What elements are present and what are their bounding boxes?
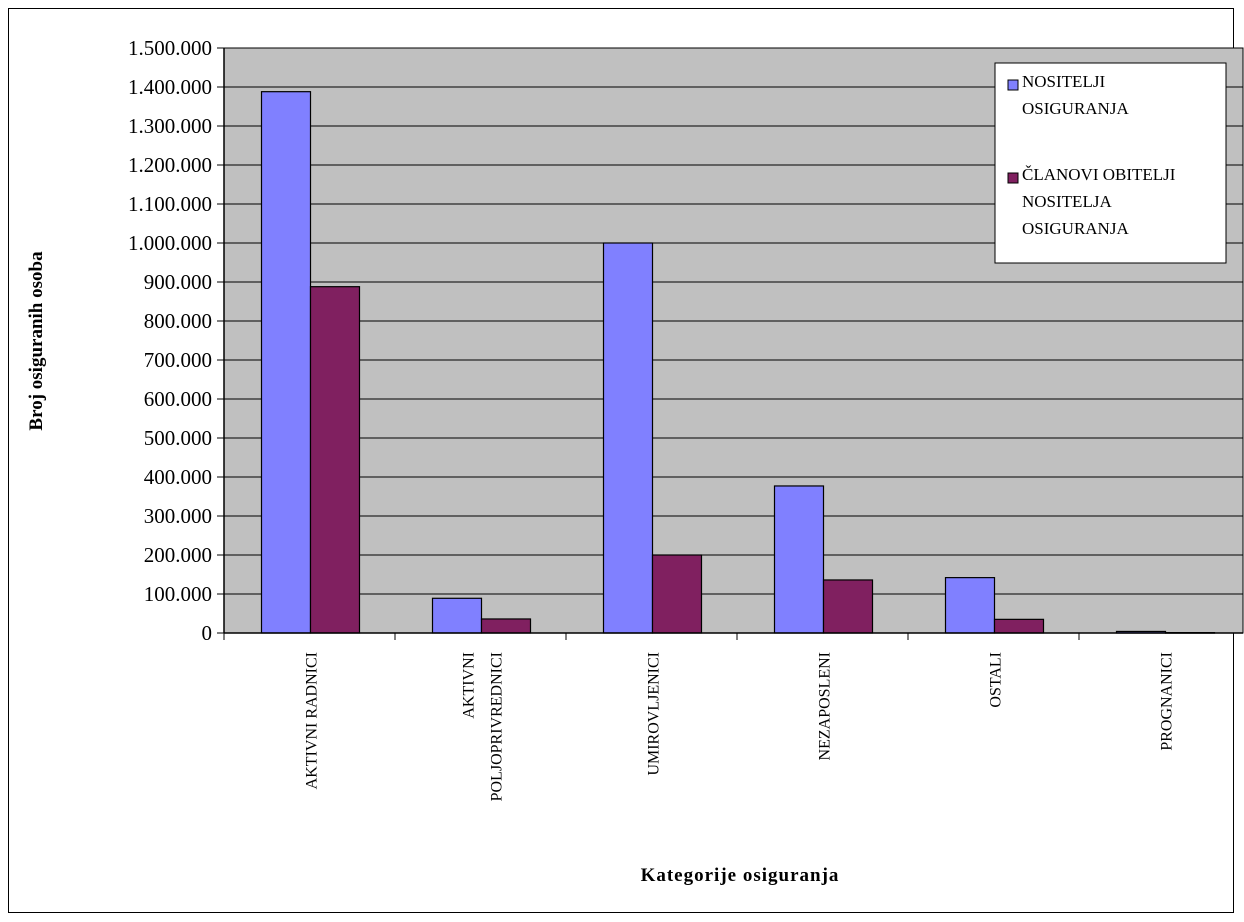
y-tick-label: 200.000: [144, 543, 212, 567]
y-tick-label: 1.300.000: [128, 114, 212, 138]
legend-label: NOSITELJI: [1022, 72, 1105, 91]
x-tick-label: NEZAPOSLENI: [817, 652, 834, 760]
y-tick-label: 600.000: [144, 387, 212, 411]
x-tick-label-line: OSTALI: [988, 652, 1005, 708]
y-tick-label: 1.400.000: [128, 75, 212, 99]
y-axis-title: Broj osiguranih osoba: [26, 251, 47, 431]
x-tick-label-line: AKTIVNI RADNICI: [304, 652, 321, 789]
x-tick-label-line: AKTIVNI: [461, 652, 478, 719]
y-tick-label: 500.000: [144, 426, 212, 450]
y-tick-label: 0: [202, 621, 213, 645]
axes: [217, 47, 1243, 640]
bar-nositelji-0: [260, 91, 312, 634]
y-tick-label: 900.000: [144, 270, 212, 294]
bar-clanovi-3: [822, 579, 874, 634]
bar-nositelji-3: [773, 485, 825, 634]
y-tick-label: 1.500.000: [128, 36, 212, 60]
y-tick-label: 1.000.000: [128, 231, 212, 255]
legend-label: ČLANOVI OBITELJI: [1022, 165, 1176, 184]
x-tick-labels: AKTIVNI RADNICI AKTIVNI POLJOPRIVREDNICI UM…: [304, 652, 1176, 801]
x-tick-label: UMIROVLJENICI: [646, 652, 663, 776]
y-tick-label: 800.000: [144, 309, 212, 333]
bar-clanovi-4: [993, 618, 1045, 634]
bars: [260, 91, 1216, 634]
x-tick-label: AKTIVNI POLJOPRIVREDNICI: [461, 652, 506, 801]
bar-nositelji-4: [944, 577, 996, 634]
y-tick-label: 100.000: [144, 582, 212, 606]
legend: NOSITELJI OSIGURANJA ČLANOVI OBITELJI NOSIT…: [994, 62, 1227, 264]
x-tick-label-line: NEZAPOSLENI: [817, 652, 834, 760]
x-tick-label-line: POLJOPRIVREDNICI: [489, 652, 506, 801]
bar-nositelji-1: [431, 597, 483, 634]
y-tick-label: 1.200.000: [128, 153, 212, 177]
y-tick-labels: 0 100.000 200.000 300.000 400.000 500.000 600.…: [128, 36, 212, 645]
gridlines: [224, 47, 1243, 595]
y-tick-label: 700.000: [144, 348, 212, 372]
x-axis-title: Kategorije osiguranja: [641, 865, 840, 886]
legend-label: OSIGURANJA: [1022, 99, 1129, 118]
legend-swatch: [1007, 79, 1019, 91]
bar-clanovi-0: [309, 286, 361, 634]
legend-label: NOSITELJA: [1022, 192, 1112, 211]
y-tick-label: 400.000: [144, 465, 212, 489]
x-tick-label-line: PROGNANICI: [1159, 652, 1176, 751]
x-tick-label-line: UMIROVLJENICI: [646, 652, 663, 776]
bar-nositelji-2: [602, 242, 654, 634]
bar-clanovi-2: [651, 554, 703, 634]
y-tick-label: 300.000: [144, 504, 212, 528]
bar-clanovi-1: [480, 618, 532, 634]
x-tick-label: PROGNANICI: [1159, 652, 1176, 751]
x-tick-label: OSTALI: [988, 652, 1005, 708]
y-tick-label: 1.100.000: [128, 192, 212, 216]
legend-label: OSIGURANJA: [1022, 219, 1129, 238]
legend-swatch: [1007, 172, 1019, 184]
legend-box: [994, 62, 1227, 264]
x-tick-label: AKTIVNI RADNICI: [304, 652, 321, 789]
